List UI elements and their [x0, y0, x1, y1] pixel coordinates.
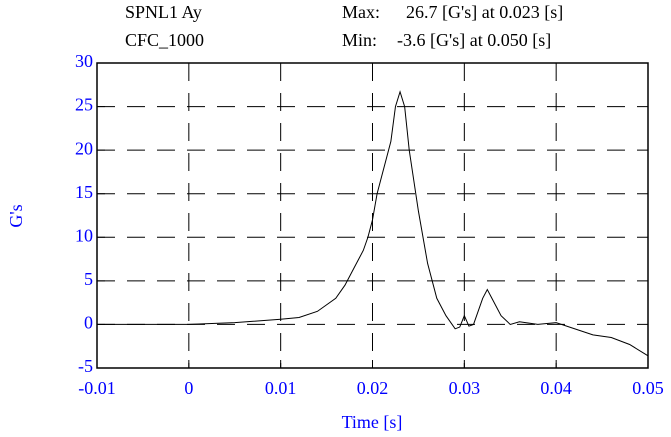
x-axis-label: Time [s] — [342, 412, 403, 432]
filter: CFC_1000 — [125, 30, 204, 50]
channel: SPNL1 Ay — [125, 2, 202, 22]
y-tick-label: 5 — [84, 269, 93, 289]
y-tick-label: 0 — [84, 313, 93, 333]
y-tick-label: 25 — [75, 95, 93, 115]
y-axis-label: G's — [6, 204, 26, 227]
min-text: -3.6 [G's] at 0.050 [s] — [397, 30, 551, 50]
data-line — [97, 90, 649, 357]
min-label: Min: — [342, 30, 377, 50]
max-label: Max: — [342, 2, 380, 22]
y-tick-label: 20 — [75, 138, 93, 158]
plot-frame — [96, 62, 649, 369]
y-tick-label: -5 — [78, 356, 93, 376]
y-tick-label: 10 — [75, 225, 93, 245]
x-tick-label: 0.05 — [632, 378, 664, 398]
y-tick-label: 30 — [75, 51, 93, 71]
x-tick-label: 0.02 — [357, 378, 389, 398]
x-tick-label: 0.03 — [449, 378, 481, 398]
x-tick-label: 0.04 — [540, 378, 572, 398]
max-text: 26.7 [G's] at 0.023 [s] — [406, 2, 563, 22]
x-tick-label: 0.01 — [265, 378, 297, 398]
x-tick-label: -0.01 — [78, 378, 116, 398]
x-tick-label: 0 — [184, 378, 193, 398]
y-tick-label: 15 — [75, 182, 93, 202]
